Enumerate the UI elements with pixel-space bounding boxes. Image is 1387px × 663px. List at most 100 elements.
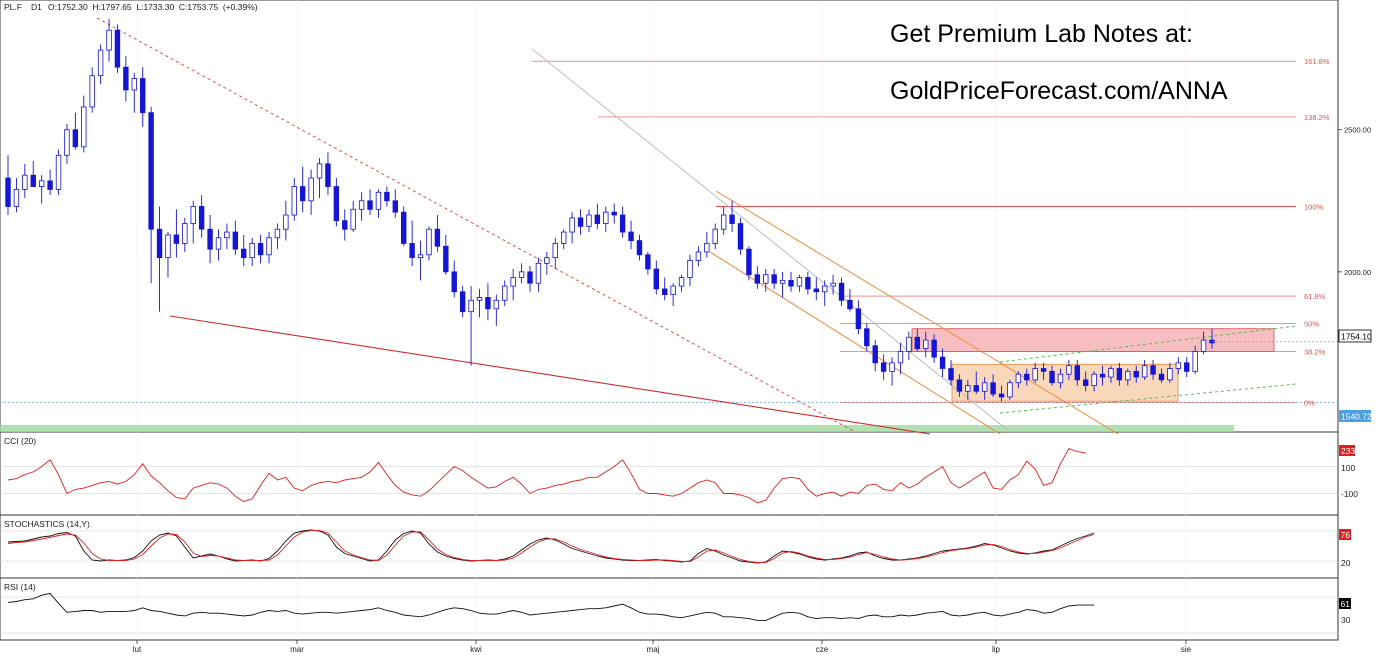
- rsi-badge: 61: [1341, 599, 1351, 609]
- candles-layer: [5, 18, 1338, 402]
- candle-body: [1049, 370, 1055, 384]
- candle: [771, 269, 777, 289]
- candle-body: [1200, 339, 1207, 352]
- candle: [198, 195, 205, 238]
- candle: [813, 277, 819, 301]
- candle-body: [704, 243, 710, 253]
- candle: [510, 269, 516, 301]
- candle: [822, 280, 828, 306]
- candle-body: [375, 191, 382, 210]
- candle-body: [956, 379, 963, 392]
- candle-body: [923, 339, 929, 350]
- candle: [965, 379, 971, 400]
- candle: [207, 215, 213, 264]
- candle: [1150, 359, 1156, 380]
- candle: [165, 232, 171, 278]
- cci-line: [7, 447, 1086, 504]
- candle-body: [283, 214, 289, 230]
- candle-body: [342, 220, 348, 230]
- candle: [215, 229, 222, 261]
- candle-body: [518, 271, 525, 278]
- promo-line-2: GoldPriceForecast.com/ANNA: [890, 77, 1228, 105]
- support-strip: [0, 425, 1234, 432]
- candle: [981, 377, 988, 400]
- candle-body: [1040, 368, 1047, 372]
- candle-body: [274, 228, 281, 239]
- candle-body: [493, 299, 500, 310]
- candle-body: [249, 243, 255, 259]
- candle: [114, 24, 121, 73]
- candle-body: [140, 78, 146, 114]
- candle: [880, 354, 887, 380]
- candle: [1074, 359, 1080, 386]
- candle: [560, 229, 567, 250]
- candle-body: [367, 200, 373, 210]
- candle-body: [257, 243, 264, 256]
- candle-body: [165, 234, 171, 259]
- candle-body: [544, 257, 550, 264]
- candle: [594, 203, 601, 230]
- candle: [1032, 362, 1038, 383]
- candle: [619, 206, 626, 238]
- candle: [131, 72, 137, 113]
- candle: [1158, 368, 1165, 383]
- candle: [64, 124, 70, 164]
- resistance-zone: [911, 328, 1275, 352]
- candle: [678, 274, 685, 292]
- candle: [636, 234, 643, 261]
- candle: [316, 158, 323, 198]
- candle: [308, 169, 314, 215]
- lower-support-line: [169, 315, 931, 435]
- candle-body: [156, 228, 163, 259]
- cci-title: CCI (20): [4, 436, 36, 446]
- candle: [569, 212, 575, 244]
- x-tick-label: lip: [992, 645, 1001, 654]
- candle-body: [670, 285, 676, 296]
- candle-body: [1175, 362, 1182, 369]
- candle-body: [746, 248, 752, 276]
- candle-body: [897, 351, 904, 364]
- candle: [434, 215, 441, 252]
- candle: [123, 55, 129, 102]
- candle: [38, 175, 45, 204]
- candle-body: [729, 214, 735, 224]
- candle: [342, 209, 348, 241]
- consolidation-zone: [951, 363, 1179, 402]
- candle-body: [662, 288, 668, 295]
- candle-body: [906, 336, 912, 352]
- candle-body: [417, 254, 424, 259]
- candle: [140, 67, 146, 127]
- candle: [687, 254, 693, 287]
- candle: [872, 340, 878, 372]
- candle: [1015, 371, 1022, 389]
- candle-body: [1057, 373, 1064, 384]
- candle-body: [468, 299, 474, 313]
- candle: [603, 206, 609, 233]
- candle-body: [5, 177, 11, 207]
- candle-body: [805, 277, 811, 290]
- candle: [401, 206, 407, 247]
- orange-channel-upper: [715, 190, 1119, 435]
- candle: [358, 192, 365, 221]
- candle: [224, 223, 230, 250]
- candle-body: [619, 214, 626, 233]
- candle-body: [931, 339, 937, 358]
- candle-body: [316, 163, 323, 179]
- candle-body: [241, 248, 247, 259]
- candle: [55, 149, 62, 196]
- candle-body: [1133, 370, 1139, 378]
- candle-body: [207, 228, 213, 250]
- candle-body: [1150, 365, 1156, 375]
- candle: [443, 234, 449, 275]
- candle-body: [1066, 365, 1072, 375]
- x-tick-label: maj: [647, 645, 660, 654]
- timeframe-label: D1: [31, 2, 42, 12]
- candle-body: [401, 211, 407, 244]
- candle-body: [981, 382, 988, 392]
- green-channel-upper: [999, 325, 1297, 363]
- candle-body: [1116, 368, 1123, 381]
- candle: [1116, 362, 1123, 386]
- candle: [1200, 331, 1207, 355]
- fib-level-label: 50%: [1304, 320, 1319, 329]
- candle-body: [855, 308, 862, 330]
